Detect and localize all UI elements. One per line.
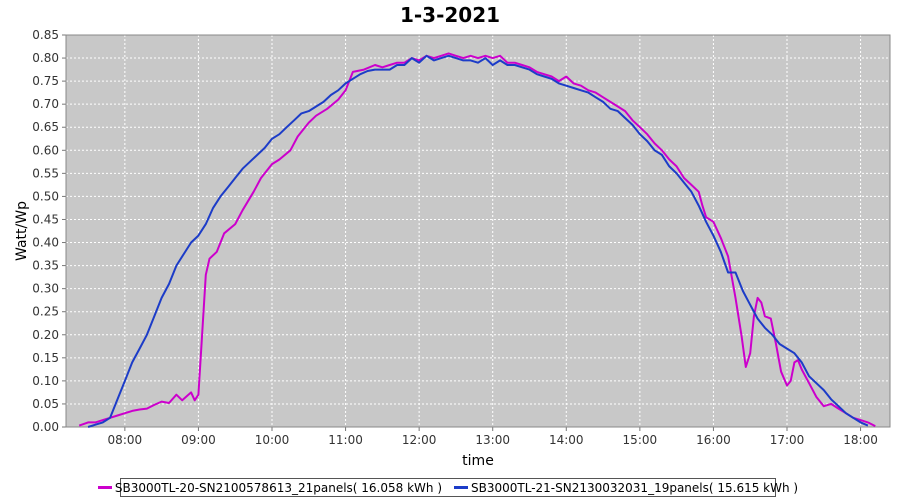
- legend-label: SB3000TL-21-SN2130032031_19panels( 15.61…: [471, 480, 799, 495]
- legend: SB3000TL-20-SN2100578613_21panels( 16.05…: [97, 478, 798, 497]
- y-tick-label: 0.10: [32, 374, 59, 388]
- series-line-2: [87, 54, 869, 428]
- axes: 0.00 0.05 0.10 0.15 0.20 0.25 0.30 0.35 0.40 0.45…: [32, 28, 891, 447]
- x-tick-label: 11:00: [328, 433, 363, 447]
- legend-swatch: [454, 486, 468, 489]
- y-tick-label: 0.70: [32, 97, 59, 111]
- x-tick-label: 16:00: [696, 433, 731, 447]
- y-tick-label: 0.30: [32, 282, 59, 296]
- series-lines: [78, 52, 876, 428]
- y-tick-label: 0.25: [32, 305, 59, 319]
- x-tick-label: 13:00: [475, 433, 510, 447]
- y-tick-label: 0.20: [32, 328, 59, 342]
- x-tick-label: 17:00: [770, 433, 805, 447]
- legend-item: SB3000TL-21-SN2130032031_19panels( 15.61…: [454, 481, 798, 495]
- plot-area: [66, 35, 890, 427]
- chart-title: 1-3-2021: [399, 3, 501, 27]
- legend-item: SB3000TL-20-SN2100578613_21panels( 16.05…: [97, 480, 442, 495]
- legend-swatch: [97, 486, 112, 489]
- x-tick-label: 08:00: [108, 433, 143, 447]
- y-tick-label: 0.40: [32, 236, 59, 250]
- y-tick-label: 0.85: [32, 28, 59, 42]
- y-tick-label: 0.45: [32, 212, 59, 226]
- y-tick-label: 0.15: [32, 351, 59, 365]
- x-tick-label: 15:00: [623, 433, 658, 447]
- x-tick-label: 10:00: [255, 433, 290, 447]
- y-tick-label: 0.60: [32, 143, 59, 157]
- y-tick-label: 0.50: [32, 189, 59, 203]
- x-tick-label: 14:00: [549, 433, 584, 447]
- y-tick-label: 0.80: [32, 51, 59, 65]
- plot-frame: [65, 34, 891, 428]
- y-tick-label: 0.65: [32, 120, 59, 134]
- legend-label: SB3000TL-20-SN2100578613_21panels( 16.05…: [114, 480, 442, 495]
- y-tick-label: 0.00: [32, 420, 59, 434]
- y-tick-label: 0.35: [32, 259, 59, 273]
- grid-lines: [66, 34, 890, 428]
- x-axis-title: time: [462, 453, 494, 469]
- y-tick-label: 0.75: [32, 74, 59, 88]
- x-tick-label: 09:00: [181, 433, 216, 447]
- series-line-1: [78, 52, 876, 427]
- y-tick-label: 0.55: [32, 166, 59, 180]
- x-tick-label: 12:00: [402, 433, 437, 447]
- x-tick-label: 18:00: [843, 433, 878, 447]
- y-axis-title: Watt/Wp: [14, 201, 30, 261]
- y-tick-label: 0.05: [32, 397, 59, 411]
